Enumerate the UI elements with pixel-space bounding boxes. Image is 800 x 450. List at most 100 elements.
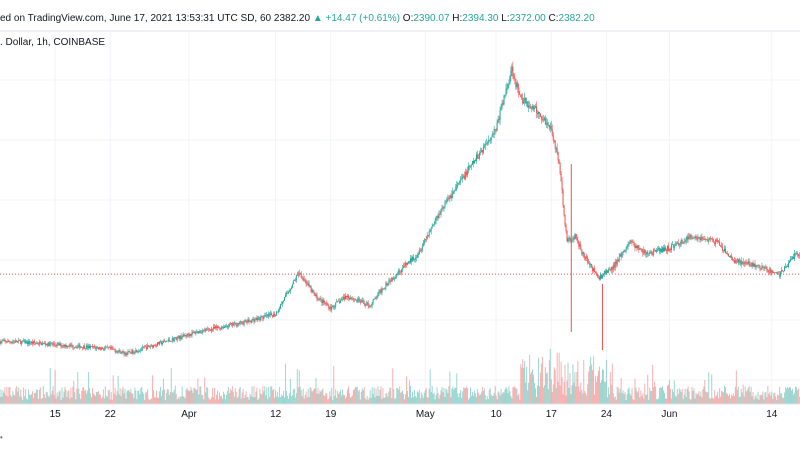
candle-body <box>467 170 469 175</box>
volume-bar <box>320 391 322 404</box>
volume-bar <box>246 397 248 404</box>
candle-body <box>446 198 448 202</box>
candle-body <box>350 297 352 299</box>
volume-bar <box>661 387 663 404</box>
volume-bar <box>677 394 679 404</box>
volume-bar <box>559 385 561 404</box>
volume-bar <box>522 359 524 404</box>
candle-body <box>698 236 700 238</box>
volume-bar <box>362 390 364 404</box>
volume-bar <box>153 390 155 404</box>
candle-body <box>720 245 722 247</box>
candle-body <box>331 306 333 310</box>
volume-bar <box>784 392 786 404</box>
volume-bar <box>448 386 450 404</box>
volume-bar <box>445 388 447 404</box>
volume-bar <box>173 389 175 404</box>
volume-bar <box>141 386 143 404</box>
volume-bar <box>546 372 548 404</box>
candle-body <box>386 283 388 286</box>
candle-body <box>722 246 724 251</box>
volume-bar <box>56 392 58 404</box>
volume-bar <box>125 398 127 404</box>
candle-body <box>794 253 796 254</box>
candle-body <box>23 340 25 342</box>
candle-body <box>115 351 117 353</box>
x-tick-label: 14 <box>766 409 778 420</box>
candle-body <box>16 340 18 343</box>
candle-body <box>43 343 45 344</box>
volume-bar <box>507 393 509 404</box>
candle-body <box>482 146 484 153</box>
volume-bar <box>649 387 651 404</box>
volume-bar <box>678 388 680 404</box>
candle-body <box>24 340 26 342</box>
candle-body <box>261 316 263 317</box>
candle-body <box>325 303 327 304</box>
volume-bar <box>694 398 696 404</box>
volume-bar <box>432 393 434 404</box>
volume-bar <box>611 363 613 404</box>
volume-bar <box>48 396 50 404</box>
x-tick-label: 15 <box>50 409 62 420</box>
candle-body <box>26 341 28 344</box>
volume-bar <box>148 398 150 404</box>
candle-body <box>612 264 614 270</box>
candle-body <box>610 266 612 271</box>
candle-body <box>7 340 9 343</box>
time-axis: 15 22 Apr 12 19 May 10 17 24 Jun 14 <box>50 409 778 420</box>
volume-bar <box>258 398 260 404</box>
volume-bar <box>438 398 440 404</box>
candle-body <box>613 264 615 268</box>
candle-body <box>449 195 451 199</box>
volume-bar <box>177 397 179 404</box>
candle-body <box>447 198 449 199</box>
candle-body <box>25 340 27 344</box>
volume-bar <box>647 374 649 404</box>
candle-body <box>297 274 299 276</box>
volume-bar <box>680 392 682 404</box>
candle-body <box>525 97 527 104</box>
volume-bar <box>90 393 92 404</box>
volume-bar <box>46 392 48 404</box>
volume-bar <box>502 392 504 404</box>
candle-body <box>335 302 337 307</box>
volume-bar <box>129 392 131 404</box>
candle-body <box>383 288 385 290</box>
candle-body <box>442 207 444 209</box>
candle-body <box>796 253 798 254</box>
volume-bar <box>648 399 650 404</box>
candle-body <box>504 94 506 96</box>
candle-body <box>315 294 317 296</box>
candle-body <box>345 295 347 300</box>
volume-bar <box>441 387 443 404</box>
volume-bar <box>670 398 672 404</box>
volume-bar <box>126 391 128 404</box>
candle-body <box>565 224 567 231</box>
candle-body <box>351 298 353 300</box>
candle-body <box>11 342 13 343</box>
candle-body <box>774 272 776 273</box>
candle-body <box>399 270 401 272</box>
volume-bar <box>374 397 376 404</box>
volume-bar <box>392 368 394 404</box>
volume-bar <box>275 390 277 404</box>
candle-body <box>220 328 222 329</box>
volume-bar <box>290 396 292 404</box>
volume-bar <box>106 396 108 404</box>
volume-bar <box>641 395 643 404</box>
candle-body <box>290 287 292 290</box>
volume-bar <box>378 396 380 404</box>
volume-bar <box>123 393 125 404</box>
candle-body <box>170 340 172 342</box>
candle-body <box>680 239 682 244</box>
candle-body <box>479 152 481 153</box>
candle-body <box>603 271 605 275</box>
candle-body <box>257 317 259 321</box>
candle-body <box>751 262 753 266</box>
candle-body <box>197 331 199 334</box>
candle-body <box>666 245 668 252</box>
candle-body <box>264 315 266 317</box>
volume-bar <box>307 388 309 404</box>
candle-body <box>273 313 275 317</box>
